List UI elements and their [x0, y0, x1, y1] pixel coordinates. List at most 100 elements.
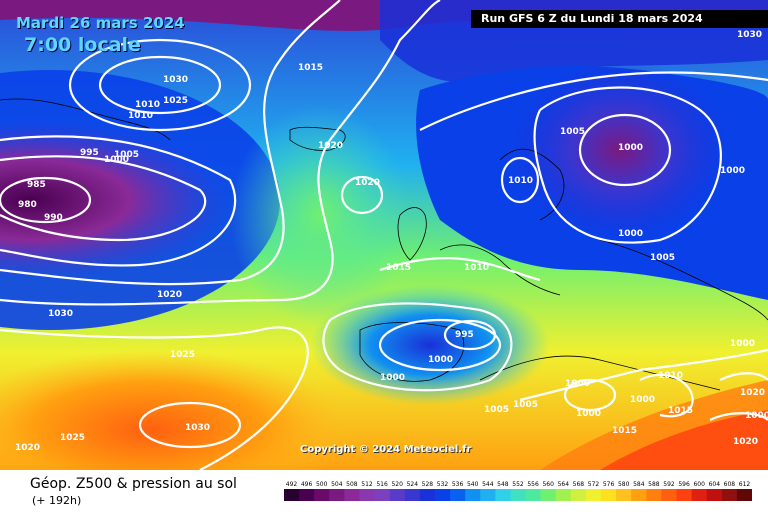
scale-tick-label: 548 — [497, 481, 509, 488]
scale-swatch — [419, 489, 436, 501]
scale-swatch — [389, 489, 406, 501]
isobar-label: 1005 — [114, 150, 139, 160]
scandinavia-low-core — [510, 60, 730, 240]
atlantic-low-core — [0, 120, 230, 280]
scale-swatch — [570, 489, 587, 501]
isobar-label: 1025 — [170, 350, 195, 360]
scale-tick-label: 540 — [467, 481, 479, 488]
geopotential-map: 1030 1025 1015 1010 1010 1020 995 1005 1… — [0, 0, 768, 470]
scale-swatch — [555, 489, 572, 501]
scale-swatch — [676, 489, 693, 501]
scale-swatch — [631, 489, 647, 501]
isobar-label: 1015 — [298, 63, 323, 73]
scale-swatch — [465, 489, 481, 501]
scale-swatch — [691, 489, 708, 501]
scale-swatch — [646, 489, 662, 501]
isobar-1000-scand — [578, 113, 672, 187]
isobar-label: 1020 — [355, 178, 380, 188]
isobar-995 — [0, 155, 207, 242]
color-scale: 492 496 500 504 508 512 516 520 524 528 532 536 540 5… — [284, 481, 752, 501]
isobar-label: 1000 — [618, 229, 643, 239]
scale-tick-label: 608 — [724, 481, 736, 488]
isobar-label: 1010 — [508, 176, 533, 186]
scale-tick-label: 564 — [558, 481, 570, 488]
uk-coast — [397, 207, 427, 261]
scale-tick-label: 592 — [663, 481, 675, 488]
isobar-label: 1005 — [560, 127, 585, 137]
isobar-label: 1000 — [618, 143, 643, 153]
scale-tick-label: 568 — [573, 481, 585, 488]
isobar-label: 1020 — [318, 141, 343, 151]
isobar-1015-north — [329, 0, 441, 141]
isobar-1005-cutoff — [322, 302, 513, 392]
isobar-label: 1000 — [630, 395, 655, 405]
scale-swatch — [736, 489, 752, 501]
scale-tick-label: 556 — [527, 481, 539, 488]
isobar-label: 1020 — [15, 443, 40, 453]
isobar-1025-ring — [68, 38, 252, 132]
isobar-995-cutoff — [443, 319, 497, 351]
isobar-1010 — [0, 0, 341, 286]
isobar-label: 1005 — [513, 400, 538, 410]
atlantic-ridge — [230, 105, 410, 325]
scale-tick-label: 532 — [437, 481, 449, 488]
isobar-label: 980 — [18, 200, 37, 210]
scale-swatch — [480, 489, 496, 501]
scale-swatch — [510, 489, 527, 501]
scale-tick-label: 500 — [316, 481, 328, 488]
isobar-label: 1005 — [484, 405, 509, 415]
iceland-coast — [289, 126, 346, 151]
isobar-label: 1000 — [720, 166, 745, 176]
isobar-1025-south — [0, 326, 309, 470]
scale-tick-label: 612 — [739, 481, 751, 488]
isobar-1030-ring — [98, 55, 222, 115]
isobar-1020 — [0, 139, 334, 306]
forecast-date: Mardi 26 mars 2024 — [16, 14, 185, 32]
isobar-label: 1015 — [386, 263, 411, 273]
east-europe-border — [599, 239, 768, 321]
scale-tick-label: 528 — [422, 481, 434, 488]
isobar-1000-med — [563, 378, 617, 412]
isobar-1005 — [0, 135, 237, 267]
scale-swatch — [374, 489, 391, 501]
map-title: Géop. Z500 & pression au sol — [30, 476, 237, 492]
isobar-1020-southeast — [709, 412, 768, 421]
scale-swatch — [404, 489, 421, 501]
scale-swatch — [495, 489, 511, 501]
scale-swatch — [284, 489, 300, 501]
isobars — [0, 0, 768, 470]
isobar-1010-cell — [500, 156, 540, 204]
isobar-label: 1000 — [104, 155, 129, 165]
isobar-label: 1000 — [380, 373, 405, 383]
isobar-label: 1000 — [730, 339, 755, 349]
isobar-label: 995 — [455, 330, 474, 340]
isobar-1000-cutoff — [378, 318, 502, 372]
scale-tick-label: 584 — [633, 481, 645, 488]
scale-swatch — [525, 489, 542, 501]
scale-swatch — [450, 489, 466, 501]
isobar-1010-center — [379, 256, 541, 282]
isobar-label: 1020 — [733, 437, 758, 447]
scale-swatch — [540, 489, 557, 501]
scale-tick-label: 508 — [346, 481, 358, 488]
isobar-label: 1010 — [128, 111, 153, 121]
scale-tick-label: 516 — [376, 481, 388, 488]
footer: Géop. Z500 & pression au sol (+ 192h) 49… — [0, 470, 768, 512]
scale-swatch — [359, 489, 376, 501]
isobar-label: 1015 — [612, 426, 637, 436]
scale-tick-label: 588 — [648, 481, 660, 488]
isobar-1005-scand — [533, 86, 722, 244]
isobar-label: 1010 — [464, 263, 489, 273]
isobar-label: 1015 — [668, 406, 693, 416]
scale-tick-label: 560 — [542, 481, 554, 488]
scale-swatch — [616, 489, 632, 501]
copyright: Copyright © 2024 Meteociel.fr — [300, 444, 472, 455]
scale-tick-label: 572 — [588, 481, 600, 488]
isobar-1010-north — [419, 71, 768, 131]
isobar-label: 1030 — [185, 423, 210, 433]
isobar-label: 1005 — [650, 253, 675, 263]
isobar-label: 1000 — [565, 379, 590, 389]
forecast-range: (+ 192h) — [32, 494, 82, 507]
scale-tick-label: 524 — [407, 481, 419, 488]
med-coast — [479, 355, 721, 391]
